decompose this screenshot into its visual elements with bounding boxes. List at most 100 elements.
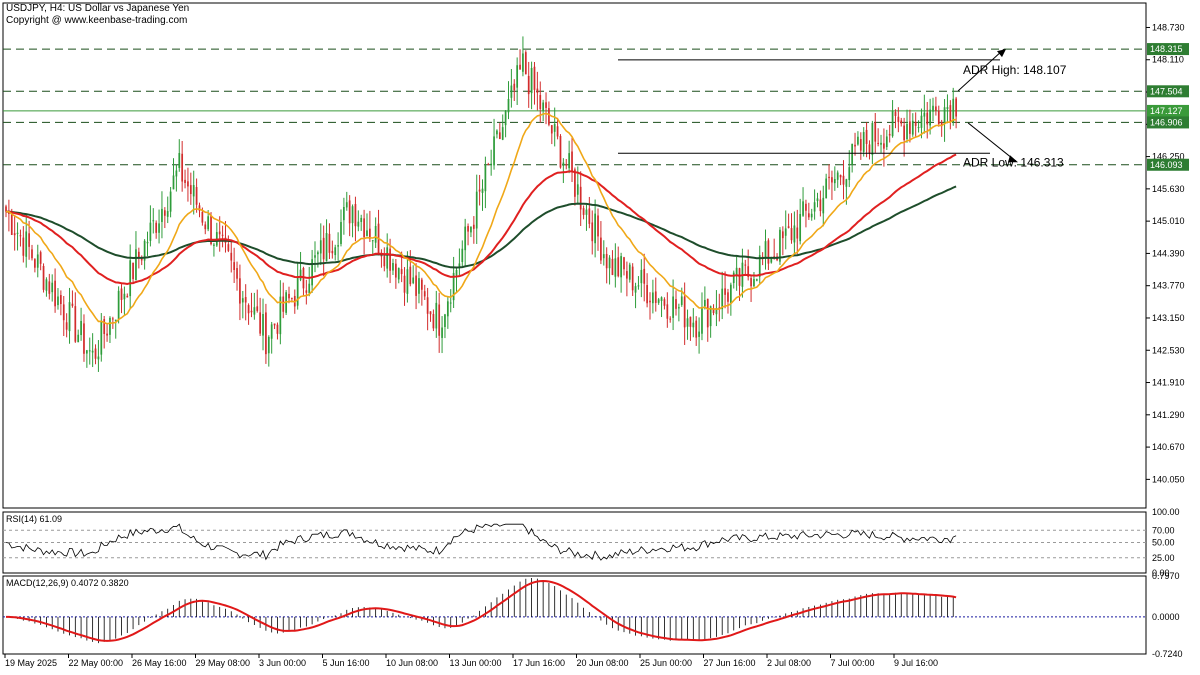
candle-body <box>262 314 264 336</box>
candle-body <box>576 184 579 195</box>
candle-body <box>721 288 724 310</box>
candle-body <box>155 222 158 233</box>
candle-body <box>371 240 374 242</box>
rsi-title: RSI(14) 61.09 <box>6 514 62 524</box>
candle-body <box>317 252 319 255</box>
candle-body <box>239 278 241 304</box>
candle-body <box>111 318 114 320</box>
candle-body <box>764 241 767 259</box>
rsi-tick-label: 25.00 <box>1152 553 1175 563</box>
candle-body <box>265 312 267 355</box>
candle-body <box>848 167 851 181</box>
candle-body <box>897 116 900 123</box>
candle-body <box>891 111 894 137</box>
candle-body <box>65 322 68 330</box>
candle-body <box>400 269 403 275</box>
candle-body <box>536 88 539 93</box>
candle-body <box>672 296 674 318</box>
candle-body <box>874 122 877 142</box>
candle-body <box>91 350 94 353</box>
candle-body <box>862 132 865 152</box>
candle-body <box>467 226 469 232</box>
candle-body <box>16 232 19 234</box>
candle-body <box>169 191 172 212</box>
candle-body <box>120 288 123 300</box>
candle-body <box>484 165 487 192</box>
candle-body <box>233 262 236 270</box>
candle-body <box>914 121 917 126</box>
x-tick-label: 9 Jul 16:00 <box>894 658 938 668</box>
y-tick-label: 141.910 <box>1152 378 1185 388</box>
candle-body <box>10 211 13 235</box>
rsi-pane[interactable]: RSI(14) 61.09 <box>3 514 1146 561</box>
y-tick-label: 145.630 <box>1152 184 1185 194</box>
candle-body <box>62 304 65 321</box>
candle-body <box>267 336 270 354</box>
candle-body <box>611 258 614 275</box>
candle-body <box>692 322 695 328</box>
candle-body <box>894 112 897 116</box>
candle-body <box>351 206 354 224</box>
macd-pane[interactable]: MACD(12,26,9) 0.4072 0.3820 <box>3 578 1146 644</box>
candle-body <box>140 257 143 261</box>
candle-body <box>389 248 391 271</box>
candle-body <box>36 254 39 268</box>
candle-body <box>449 302 452 304</box>
candle-body <box>273 323 276 326</box>
price-badge-label: 146.093 <box>1150 160 1183 170</box>
candle-body <box>845 179 848 187</box>
candle-body <box>348 200 351 224</box>
candle-body <box>724 288 726 295</box>
candle-body <box>360 217 363 222</box>
candle-body <box>493 136 495 166</box>
candle-body <box>631 266 634 291</box>
candle-body <box>198 205 201 211</box>
candle-body <box>816 198 819 202</box>
candle-body <box>649 300 651 303</box>
arrow-up-line <box>957 48 1005 92</box>
x-tick-label: 3 Jun 00:00 <box>259 658 306 668</box>
candle-body <box>591 222 594 242</box>
candle-body <box>605 253 608 269</box>
x-tick-label: 19 May 2025 <box>5 658 57 668</box>
y-tick-label: 143.150 <box>1152 313 1185 323</box>
candle-body <box>732 272 735 284</box>
macd-signal-line <box>6 579 957 642</box>
candle-body <box>429 311 432 315</box>
candle-body <box>117 290 120 320</box>
candle-body <box>634 286 637 293</box>
candle-body <box>106 333 108 336</box>
candle-body <box>704 299 706 307</box>
candle-body <box>172 175 175 190</box>
candle-body <box>31 249 33 259</box>
candle-body <box>392 263 394 271</box>
candle-body <box>735 267 738 275</box>
y-tick-label: 144.390 <box>1152 248 1185 258</box>
x-tick-label: 5 Jun 16:00 <box>323 658 370 668</box>
candle-body <box>415 275 417 296</box>
x-tick-label: 25 Jun 00:00 <box>640 658 692 668</box>
candle-body <box>187 181 189 187</box>
candle-body <box>585 209 588 215</box>
candle-body <box>952 98 955 123</box>
candle-body <box>83 323 85 354</box>
candle-body <box>510 85 513 98</box>
candle-body <box>779 229 781 262</box>
candle-body <box>149 222 152 241</box>
candle-body <box>678 307 680 309</box>
candle-body <box>481 188 484 193</box>
candle-body <box>77 334 80 343</box>
y-tick-label: 145.010 <box>1152 216 1185 226</box>
candle-body <box>750 278 752 287</box>
candle-body <box>597 215 599 237</box>
candle-body <box>926 112 929 125</box>
candle-body <box>666 304 669 319</box>
macd-tick-label: -0.7240 <box>1152 649 1183 659</box>
candle-body <box>744 264 747 266</box>
rsi-line <box>5 523 957 561</box>
x-tick-label: 10 Jun 08:00 <box>386 658 438 668</box>
candle-body <box>305 290 308 293</box>
candle-body <box>60 295 62 305</box>
candle-body <box>706 298 709 328</box>
